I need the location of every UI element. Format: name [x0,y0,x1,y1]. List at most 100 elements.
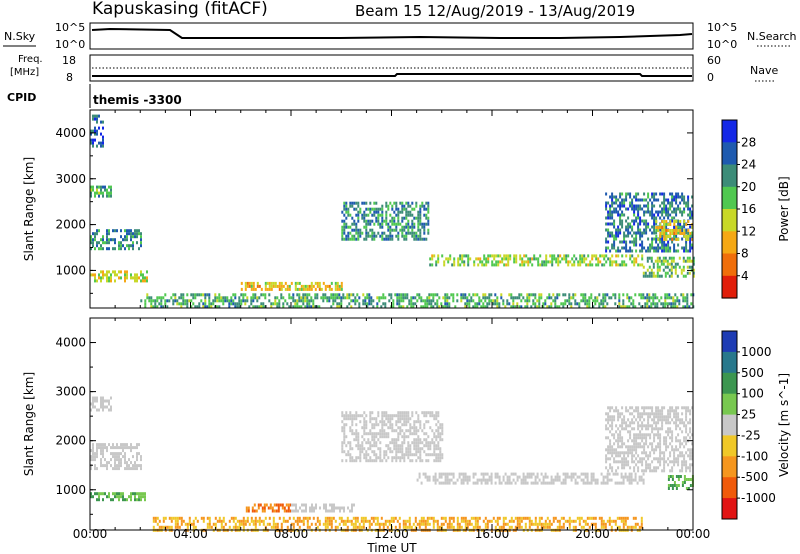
echo-cell [657,466,660,470]
echo-cell [532,302,535,306]
echo-cell [371,435,374,439]
echo-cell [306,284,309,288]
echo-cell [566,299,569,303]
echo-cell [284,519,287,523]
echo-cell [687,466,690,470]
echo-cell [166,299,169,303]
echo-cell [691,231,694,235]
echo-cell [526,305,529,309]
echo-cell [407,210,410,214]
echo-cell [357,231,360,235]
echo-cell [617,454,620,458]
echo-cell [452,293,455,297]
echo-cell [462,296,465,300]
echo-cell [653,436,656,440]
echo-cell [666,265,669,269]
echo-cell [296,522,299,526]
echo-cell [631,234,634,238]
colorbar-segment [722,142,737,166]
echo-cell [645,436,648,440]
echo-cell [550,475,553,479]
echo-cell [648,296,651,300]
echo-cell [130,449,132,453]
echo-cell [653,204,656,208]
echo-cell [635,451,638,455]
echo-cell [562,305,565,309]
echo-cell [266,281,269,285]
echo-cell [306,519,309,523]
echo-cell [437,426,440,430]
echo-cell [128,229,130,233]
echo-cell [104,399,106,403]
echo-cell [675,448,678,452]
echo-cell [512,472,515,476]
echo-cell [671,240,674,244]
echo-cell [535,257,538,261]
echo-cell [353,222,356,226]
echo-cell [184,302,187,306]
echo-cell [427,216,430,220]
echo-cell [300,296,303,300]
echo-cell [655,237,658,241]
echo-cell [674,271,677,275]
echo-cell [236,519,239,523]
echo-cell [472,525,475,529]
echo-cell [679,445,682,449]
echo-cell [122,443,124,447]
echo-cell [440,475,443,479]
echo-cell [309,506,311,510]
echo-cell [120,452,122,456]
echo-cell [637,469,640,473]
echo-cell [650,268,653,272]
echo-cell [681,210,684,214]
echo-cell [316,281,319,285]
echo-cell [602,525,605,529]
echo-cell [675,406,678,410]
echo-cell [635,192,638,196]
echo-cell [415,216,418,220]
echo-cell [691,442,694,446]
echo-cell [348,519,351,523]
echo-cell [276,302,279,306]
echo-cell [421,201,424,205]
echo-cell [421,441,424,445]
echo-cell [304,284,307,288]
echo-cell [252,293,255,297]
echo-cell [513,260,516,264]
echo-cell [94,467,96,471]
echo-cell [126,446,128,450]
echo-cell [617,254,620,258]
echo-cell [275,503,278,507]
echo-cell [294,299,297,303]
echo-cell [570,478,573,482]
echo-cell [398,525,401,529]
echo-cell [655,222,658,226]
echo-cell [310,522,313,526]
echo-cell [671,204,674,208]
echo-cell [492,302,495,306]
echo-cell [435,453,438,457]
echo-cell [415,438,418,442]
echo-cell [94,455,96,459]
echo-cell [637,427,640,431]
echo-cell [542,522,545,526]
echo-cell [625,240,628,244]
echo-cell [620,305,623,309]
echo-cell [526,472,529,476]
echo-cell [398,516,401,520]
echo-cell [387,204,390,208]
echo-cell [459,254,462,258]
echo-cell [605,448,608,452]
echo-cell [491,260,494,264]
echo-cell [613,433,616,437]
echo-cell [617,466,620,470]
echo-cell [363,429,366,433]
echo-cell [138,443,140,447]
echo-cell [679,210,682,214]
echo-cell [651,427,654,431]
echo-cell [687,207,690,211]
echo-cell [668,302,671,306]
echo-cell [507,257,510,261]
echo-cell [343,237,346,241]
echo-cell [474,525,477,529]
